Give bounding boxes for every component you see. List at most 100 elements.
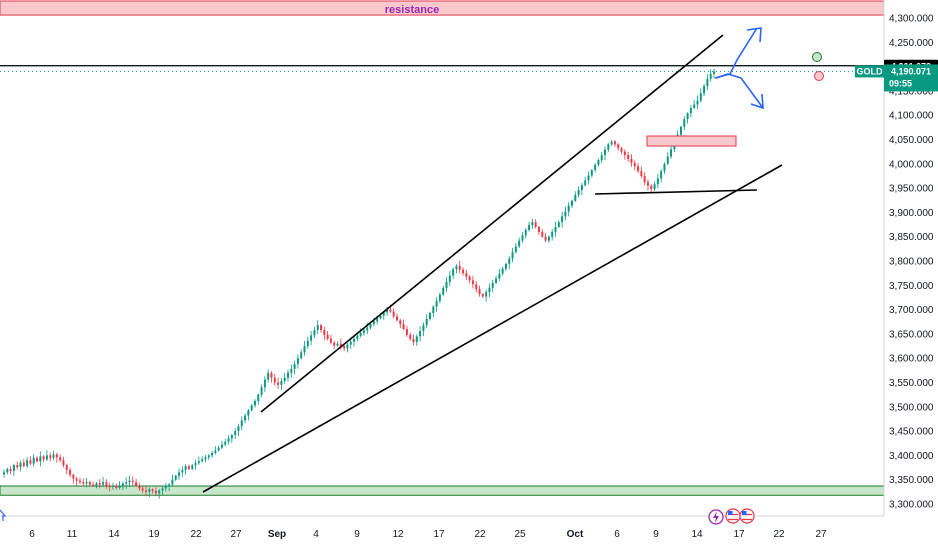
candle-body xyxy=(316,325,319,331)
candle xyxy=(164,482,167,492)
candle xyxy=(19,460,22,472)
candle-body xyxy=(168,484,171,487)
candle-body xyxy=(481,294,484,297)
candle xyxy=(211,450,214,458)
candle-body xyxy=(693,104,696,108)
candle xyxy=(412,334,415,346)
candle-body xyxy=(399,320,402,325)
candle xyxy=(49,452,52,462)
candle xyxy=(234,428,237,440)
candle-body xyxy=(488,287,491,293)
candle-body xyxy=(594,164,597,171)
flag-icon-us[interactable] xyxy=(725,508,741,524)
candle xyxy=(253,399,256,408)
candle xyxy=(495,275,498,285)
lightning-icon[interactable] xyxy=(708,509,724,525)
time-axis[interactable]: 6 11 14 19 22 27 Sep 4 9 12 17 22 25 Oct 6 9 14 17 22 27 xyxy=(0,508,884,540)
candle xyxy=(551,228,554,241)
candle xyxy=(267,369,270,383)
candle xyxy=(455,264,458,274)
candle-body xyxy=(458,265,461,270)
scroll-left-icon[interactable] xyxy=(0,509,7,521)
candle xyxy=(544,233,547,242)
candle xyxy=(438,292,441,304)
candle xyxy=(32,454,35,467)
symbol-tag-bg xyxy=(855,65,884,78)
candle-body xyxy=(610,141,613,145)
sell-marker-icon[interactable] xyxy=(814,71,824,81)
candle-body xyxy=(55,454,58,458)
candle-body xyxy=(696,100,699,105)
candle xyxy=(82,478,85,487)
candle-body xyxy=(366,327,369,331)
candle-body xyxy=(537,226,540,232)
candle xyxy=(92,481,95,487)
candle-body xyxy=(280,381,283,385)
candle xyxy=(26,457,29,469)
candle-body xyxy=(419,330,422,337)
flag-icon-us[interactable] xyxy=(739,508,755,524)
candle xyxy=(98,479,101,489)
buy-marker-icon[interactable] xyxy=(812,52,822,62)
candle xyxy=(240,416,243,431)
candle xyxy=(656,173,659,189)
candle-body xyxy=(491,282,494,288)
price-axis[interactable]: 3,300.000 3,350.000 3,400.000 3,450.000 3,50… xyxy=(883,0,934,516)
price-tick-label: 3,850.000 xyxy=(889,232,934,243)
price-tick-label: 3,550.000 xyxy=(889,378,934,389)
price-tick-label: 3,800.000 xyxy=(889,257,934,268)
candle xyxy=(244,413,247,423)
candle xyxy=(409,332,412,341)
candle xyxy=(478,285,481,297)
candle-body xyxy=(145,490,147,492)
candle-body xyxy=(336,343,339,346)
candle xyxy=(135,478,138,487)
candle xyxy=(580,182,583,196)
candle-body xyxy=(102,482,105,485)
candle-body xyxy=(590,170,593,176)
candle-body xyxy=(29,460,32,464)
candle-body xyxy=(267,372,270,380)
candle xyxy=(696,95,699,109)
candle-body xyxy=(547,236,550,241)
candle-body xyxy=(389,309,392,312)
candle xyxy=(600,151,603,164)
candle-body xyxy=(475,284,478,290)
candle xyxy=(557,220,560,228)
candle-body xyxy=(382,312,385,316)
candle-body xyxy=(333,342,336,346)
candle-body xyxy=(36,457,39,462)
candle-body xyxy=(62,460,65,466)
candle-body xyxy=(584,180,587,186)
candle-body xyxy=(392,311,395,317)
candle-body xyxy=(617,144,620,149)
candle-body xyxy=(353,338,356,342)
candle xyxy=(214,446,217,455)
time-tick-label: 14 xyxy=(108,529,120,540)
candle-body xyxy=(217,447,220,451)
candle xyxy=(303,340,306,356)
candle-body xyxy=(656,178,659,185)
candle-body xyxy=(686,113,689,120)
candle-body xyxy=(372,321,375,325)
candle xyxy=(329,334,332,345)
candle-body xyxy=(511,252,514,259)
candle xyxy=(630,154,633,167)
candle-body xyxy=(88,482,91,485)
candle-body xyxy=(637,166,640,172)
time-tick-label: 4 xyxy=(313,529,319,540)
time-tick-month-label: Oct xyxy=(567,529,584,540)
candle-body xyxy=(343,346,346,349)
candle-body xyxy=(220,444,223,448)
candle-body xyxy=(339,343,342,347)
candle-body xyxy=(326,334,329,339)
candle xyxy=(481,292,484,299)
candle xyxy=(39,451,42,467)
candle xyxy=(571,199,573,208)
candle-body xyxy=(666,156,669,164)
candle-body xyxy=(508,258,511,264)
candle xyxy=(174,474,177,482)
symbol-tag-text: GOLD xyxy=(857,66,883,76)
candle-body xyxy=(465,273,468,277)
time-tick-label: 27 xyxy=(815,529,827,540)
